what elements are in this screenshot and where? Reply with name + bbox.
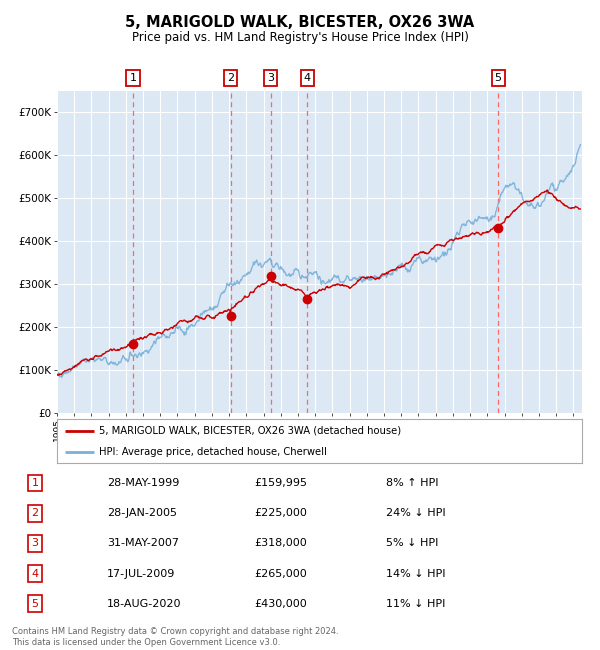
- Text: 17-JUL-2009: 17-JUL-2009: [107, 569, 175, 578]
- Text: 2: 2: [227, 73, 234, 83]
- Text: HPI: Average price, detached house, Cherwell: HPI: Average price, detached house, Cher…: [99, 447, 327, 457]
- Text: 2: 2: [31, 508, 38, 518]
- Text: Contains HM Land Registry data © Crown copyright and database right 2024.
This d: Contains HM Land Registry data © Crown c…: [12, 627, 338, 647]
- Text: 31-MAY-2007: 31-MAY-2007: [107, 538, 179, 549]
- Text: 11% ↓ HPI: 11% ↓ HPI: [386, 599, 446, 608]
- Text: 3: 3: [267, 73, 274, 83]
- Text: 28-MAY-1999: 28-MAY-1999: [107, 478, 179, 488]
- Text: 5: 5: [32, 599, 38, 608]
- Text: 4: 4: [304, 73, 311, 83]
- Text: 1: 1: [130, 73, 136, 83]
- Text: £225,000: £225,000: [254, 508, 307, 518]
- Text: £318,000: £318,000: [254, 538, 307, 549]
- Text: 5, MARIGOLD WALK, BICESTER, OX26 3WA (detached house): 5, MARIGOLD WALK, BICESTER, OX26 3WA (de…: [99, 426, 401, 436]
- Text: 5: 5: [494, 73, 502, 83]
- Text: 18-AUG-2020: 18-AUG-2020: [107, 599, 182, 608]
- Text: 1: 1: [32, 478, 38, 488]
- Text: Price paid vs. HM Land Registry's House Price Index (HPI): Price paid vs. HM Land Registry's House …: [131, 31, 469, 44]
- Text: 24% ↓ HPI: 24% ↓ HPI: [386, 508, 446, 518]
- Text: 5, MARIGOLD WALK, BICESTER, OX26 3WA: 5, MARIGOLD WALK, BICESTER, OX26 3WA: [125, 15, 475, 31]
- Text: 28-JAN-2005: 28-JAN-2005: [107, 508, 177, 518]
- Text: £430,000: £430,000: [254, 599, 307, 608]
- Text: 14% ↓ HPI: 14% ↓ HPI: [386, 569, 446, 578]
- Text: 8% ↑ HPI: 8% ↑ HPI: [386, 478, 439, 488]
- Text: 3: 3: [32, 538, 38, 549]
- Text: 5% ↓ HPI: 5% ↓ HPI: [386, 538, 439, 549]
- Text: 4: 4: [31, 569, 38, 578]
- Text: £159,995: £159,995: [254, 478, 307, 488]
- Text: £265,000: £265,000: [254, 569, 307, 578]
